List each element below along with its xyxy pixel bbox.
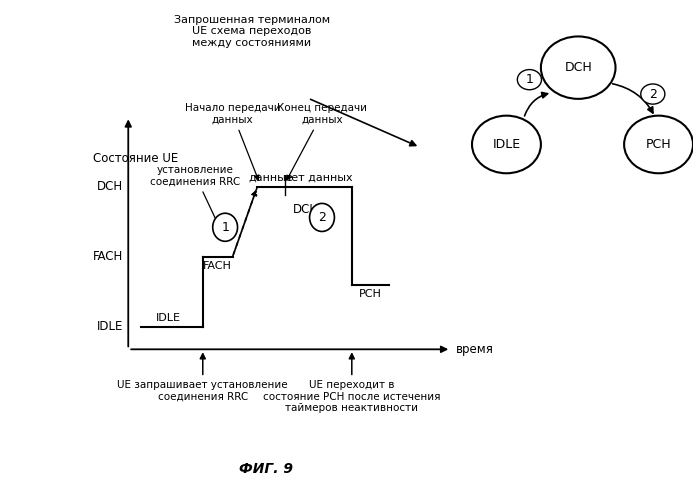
Circle shape	[640, 84, 665, 104]
Text: FACH: FACH	[202, 261, 231, 271]
Text: время: время	[456, 343, 494, 356]
Text: UE переходит в
состояние PCH после истечения
таймеров неактивности: UE переходит в состояние PCH после истеч…	[263, 380, 440, 413]
Text: Начало передачи
данных: Начало передачи данных	[185, 103, 281, 180]
Text: IDLE: IDLE	[155, 313, 181, 323]
Circle shape	[517, 70, 542, 90]
Circle shape	[213, 213, 237, 241]
Text: установление
соединения RRC: установление соединения RRC	[150, 165, 240, 225]
Text: Запрошенная терминалом
UE схема переходов
между состояниями: Запрошенная терминалом UE схема переходо…	[174, 15, 330, 48]
Text: данные: данные	[248, 172, 293, 182]
Text: DCH: DCH	[293, 203, 319, 217]
Circle shape	[624, 116, 693, 173]
Circle shape	[472, 116, 541, 173]
Text: PCH: PCH	[645, 138, 671, 151]
Text: Состояние UE: Состояние UE	[94, 152, 178, 165]
Text: DCH: DCH	[97, 180, 123, 193]
Text: 2: 2	[649, 87, 657, 101]
Text: FACH: FACH	[93, 250, 123, 263]
Circle shape	[541, 36, 615, 99]
Text: IDLE: IDLE	[492, 138, 521, 151]
Text: DCH: DCH	[564, 61, 592, 74]
Text: нет данных: нет данных	[284, 172, 353, 182]
Text: ФИГ. 9: ФИГ. 9	[239, 462, 293, 476]
Text: 1: 1	[526, 73, 533, 86]
Text: PCH: PCH	[359, 289, 382, 299]
Text: UE запрашивает установление
соединения RRC: UE запрашивает установление соединения R…	[118, 380, 288, 402]
Text: 1: 1	[221, 221, 229, 234]
Circle shape	[309, 203, 335, 231]
Text: Конец передачи
данных: Конец передачи данных	[277, 103, 367, 180]
Text: IDLE: IDLE	[97, 320, 123, 333]
Text: 2: 2	[318, 211, 326, 224]
